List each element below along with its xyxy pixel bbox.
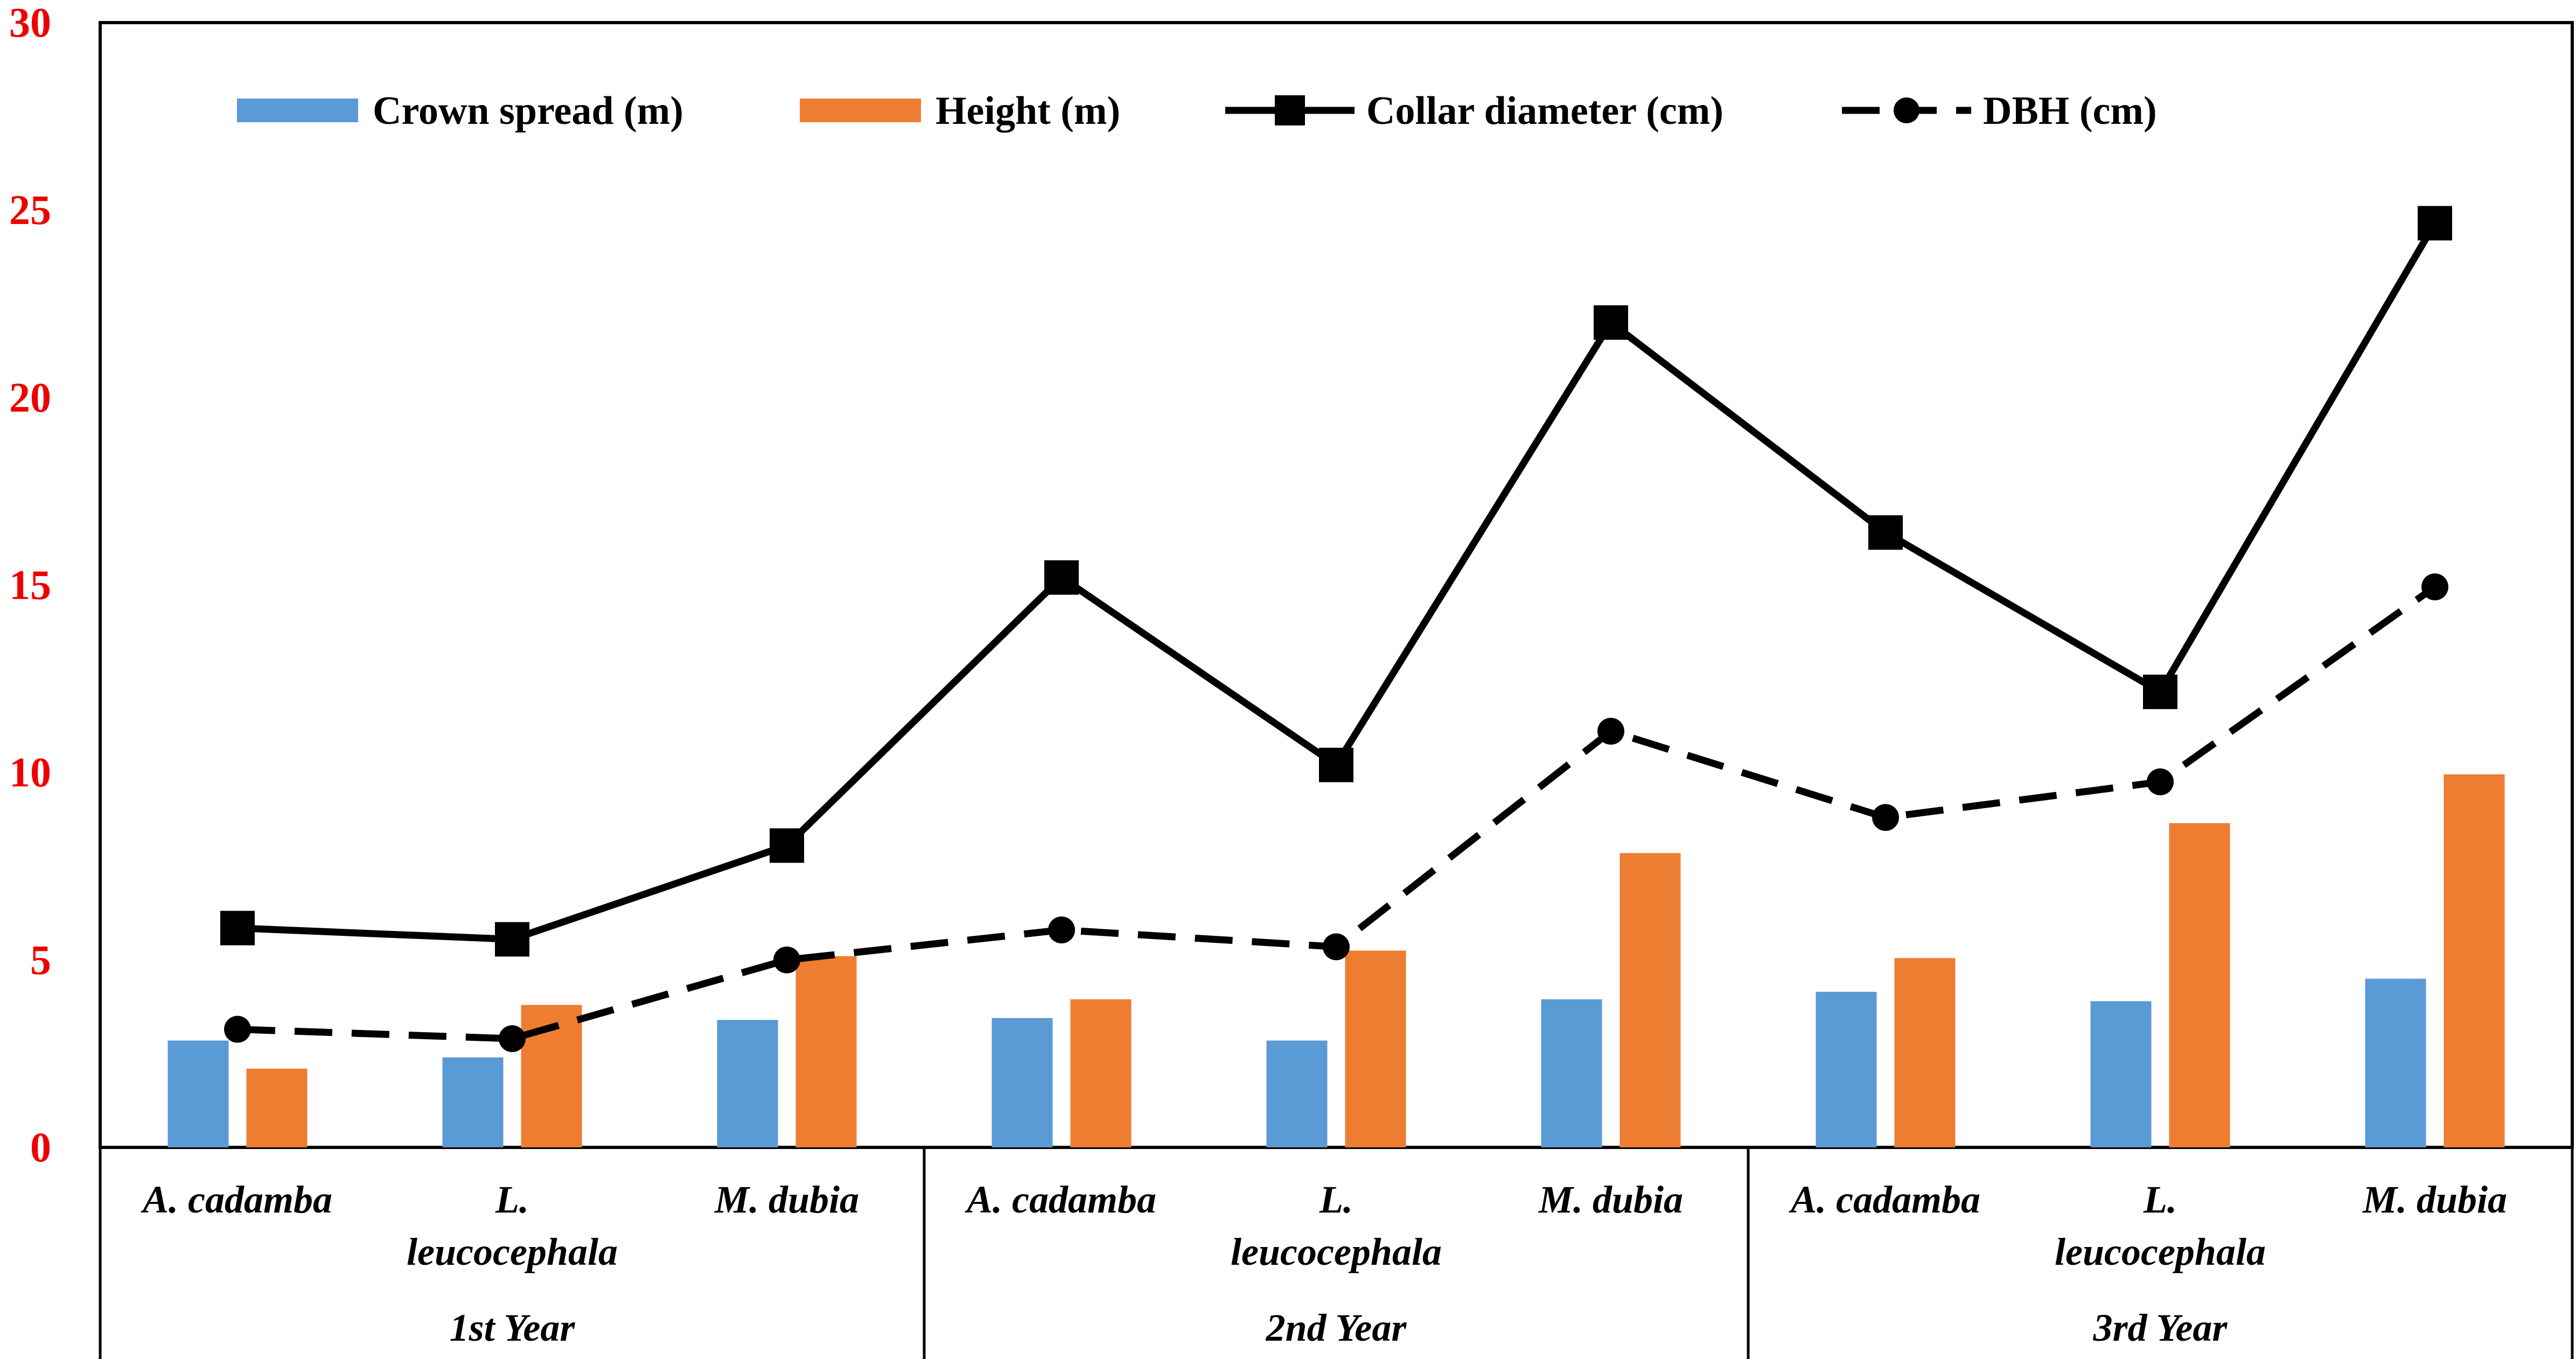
- bar: [1894, 958, 1956, 1147]
- legend: Crown spread (m) Height (m) Collar diamete…: [237, 89, 2157, 133]
- legend-marker: [1894, 97, 1919, 123]
- y-tick-label: 0: [30, 1124, 51, 1171]
- y-tick-label: 5: [30, 936, 51, 983]
- category-label: M. dubia: [2362, 1178, 2507, 1221]
- category-label: M. dubia: [1538, 1178, 1683, 1221]
- y-tick-label: 30: [9, 0, 51, 46]
- category-label: L.: [495, 1178, 529, 1221]
- dbh-point: [2421, 573, 2448, 600]
- y-tick-label: 25: [9, 186, 51, 233]
- category-label: L.: [1319, 1178, 1353, 1221]
- collar-diameter-point: [495, 922, 529, 957]
- bar: [1345, 950, 1406, 1147]
- dbh-point: [1597, 718, 1624, 745]
- collar-diameter-point: [2418, 206, 2452, 241]
- dbh-point: [1323, 933, 1350, 961]
- collar-diameter-line: [237, 221, 2438, 943]
- legend-label: Height (m): [936, 89, 1120, 133]
- collar-diameter-point: [770, 828, 804, 863]
- bar: [717, 1020, 778, 1147]
- y-tick-label: 20: [9, 374, 51, 421]
- legend-marker: [1275, 95, 1305, 125]
- plot-frame: [99, 21, 2574, 1149]
- collar-diameter-point: [1594, 305, 1628, 340]
- lines: [220, 206, 2452, 1053]
- bar: [1816, 992, 1877, 1147]
- dbh-point: [1048, 916, 1075, 944]
- dbh-point: [773, 946, 800, 973]
- dbh-point: [499, 1025, 526, 1053]
- dbh-line: [237, 584, 2437, 1042]
- bar: [795, 956, 857, 1147]
- dbh-point: [2147, 768, 2174, 796]
- y-tick-label: 10: [9, 749, 51, 796]
- collar-diameter-point: [220, 910, 255, 945]
- bar: [1070, 999, 1132, 1147]
- bar: [246, 1068, 308, 1147]
- collar-diameter-point: [1319, 747, 1353, 782]
- category-label: A. cadamba: [141, 1178, 332, 1221]
- bar: [2090, 1001, 2152, 1147]
- group-label: 3rd Year: [2093, 1306, 2228, 1349]
- category-label: L.: [2143, 1178, 2177, 1221]
- dbh-point: [224, 1015, 251, 1043]
- legend-label: DBH (cm): [1983, 89, 2157, 133]
- bar: [2169, 823, 2230, 1147]
- group-label: 1st Year: [450, 1306, 576, 1349]
- category-label: leucocephala: [1231, 1230, 1442, 1273]
- bar: [2365, 978, 2426, 1147]
- bar: [167, 1040, 229, 1147]
- legend-swatch: [800, 99, 921, 122]
- category-label: A. cadamba: [1789, 1178, 1980, 1221]
- bar: [992, 1018, 1053, 1147]
- dbh-point: [1872, 804, 1899, 831]
- legend-label: Crown spread (m): [373, 89, 683, 133]
- collar-diameter-point: [2143, 674, 2177, 709]
- category-label: leucocephala: [407, 1230, 618, 1273]
- bar: [2444, 774, 2505, 1147]
- collar-diameter-point: [1868, 515, 1903, 550]
- category-label: M. dubia: [714, 1178, 859, 1221]
- legend-label: Collar diameter (cm): [1366, 89, 1723, 133]
- bar: [1619, 853, 1681, 1147]
- collar-diameter-point: [1044, 560, 1079, 595]
- bar: [1266, 1040, 1328, 1147]
- category-label: A. cadamba: [965, 1178, 1156, 1221]
- group-label: 2nd Year: [1266, 1306, 1407, 1349]
- bar: [442, 1057, 504, 1147]
- bar: [1541, 999, 1602, 1147]
- axes: 0 5 10 15 20 25 30: [9, 0, 2574, 1171]
- y-tick-label: 15: [9, 562, 51, 608]
- bars: [167, 774, 2505, 1147]
- legend-swatch: [237, 99, 358, 122]
- x-axis-labels: A. cadamba L. leucocephala M. dubia A. cadam…: [99, 1147, 2574, 1359]
- category-label: leucocephala: [2055, 1230, 2266, 1273]
